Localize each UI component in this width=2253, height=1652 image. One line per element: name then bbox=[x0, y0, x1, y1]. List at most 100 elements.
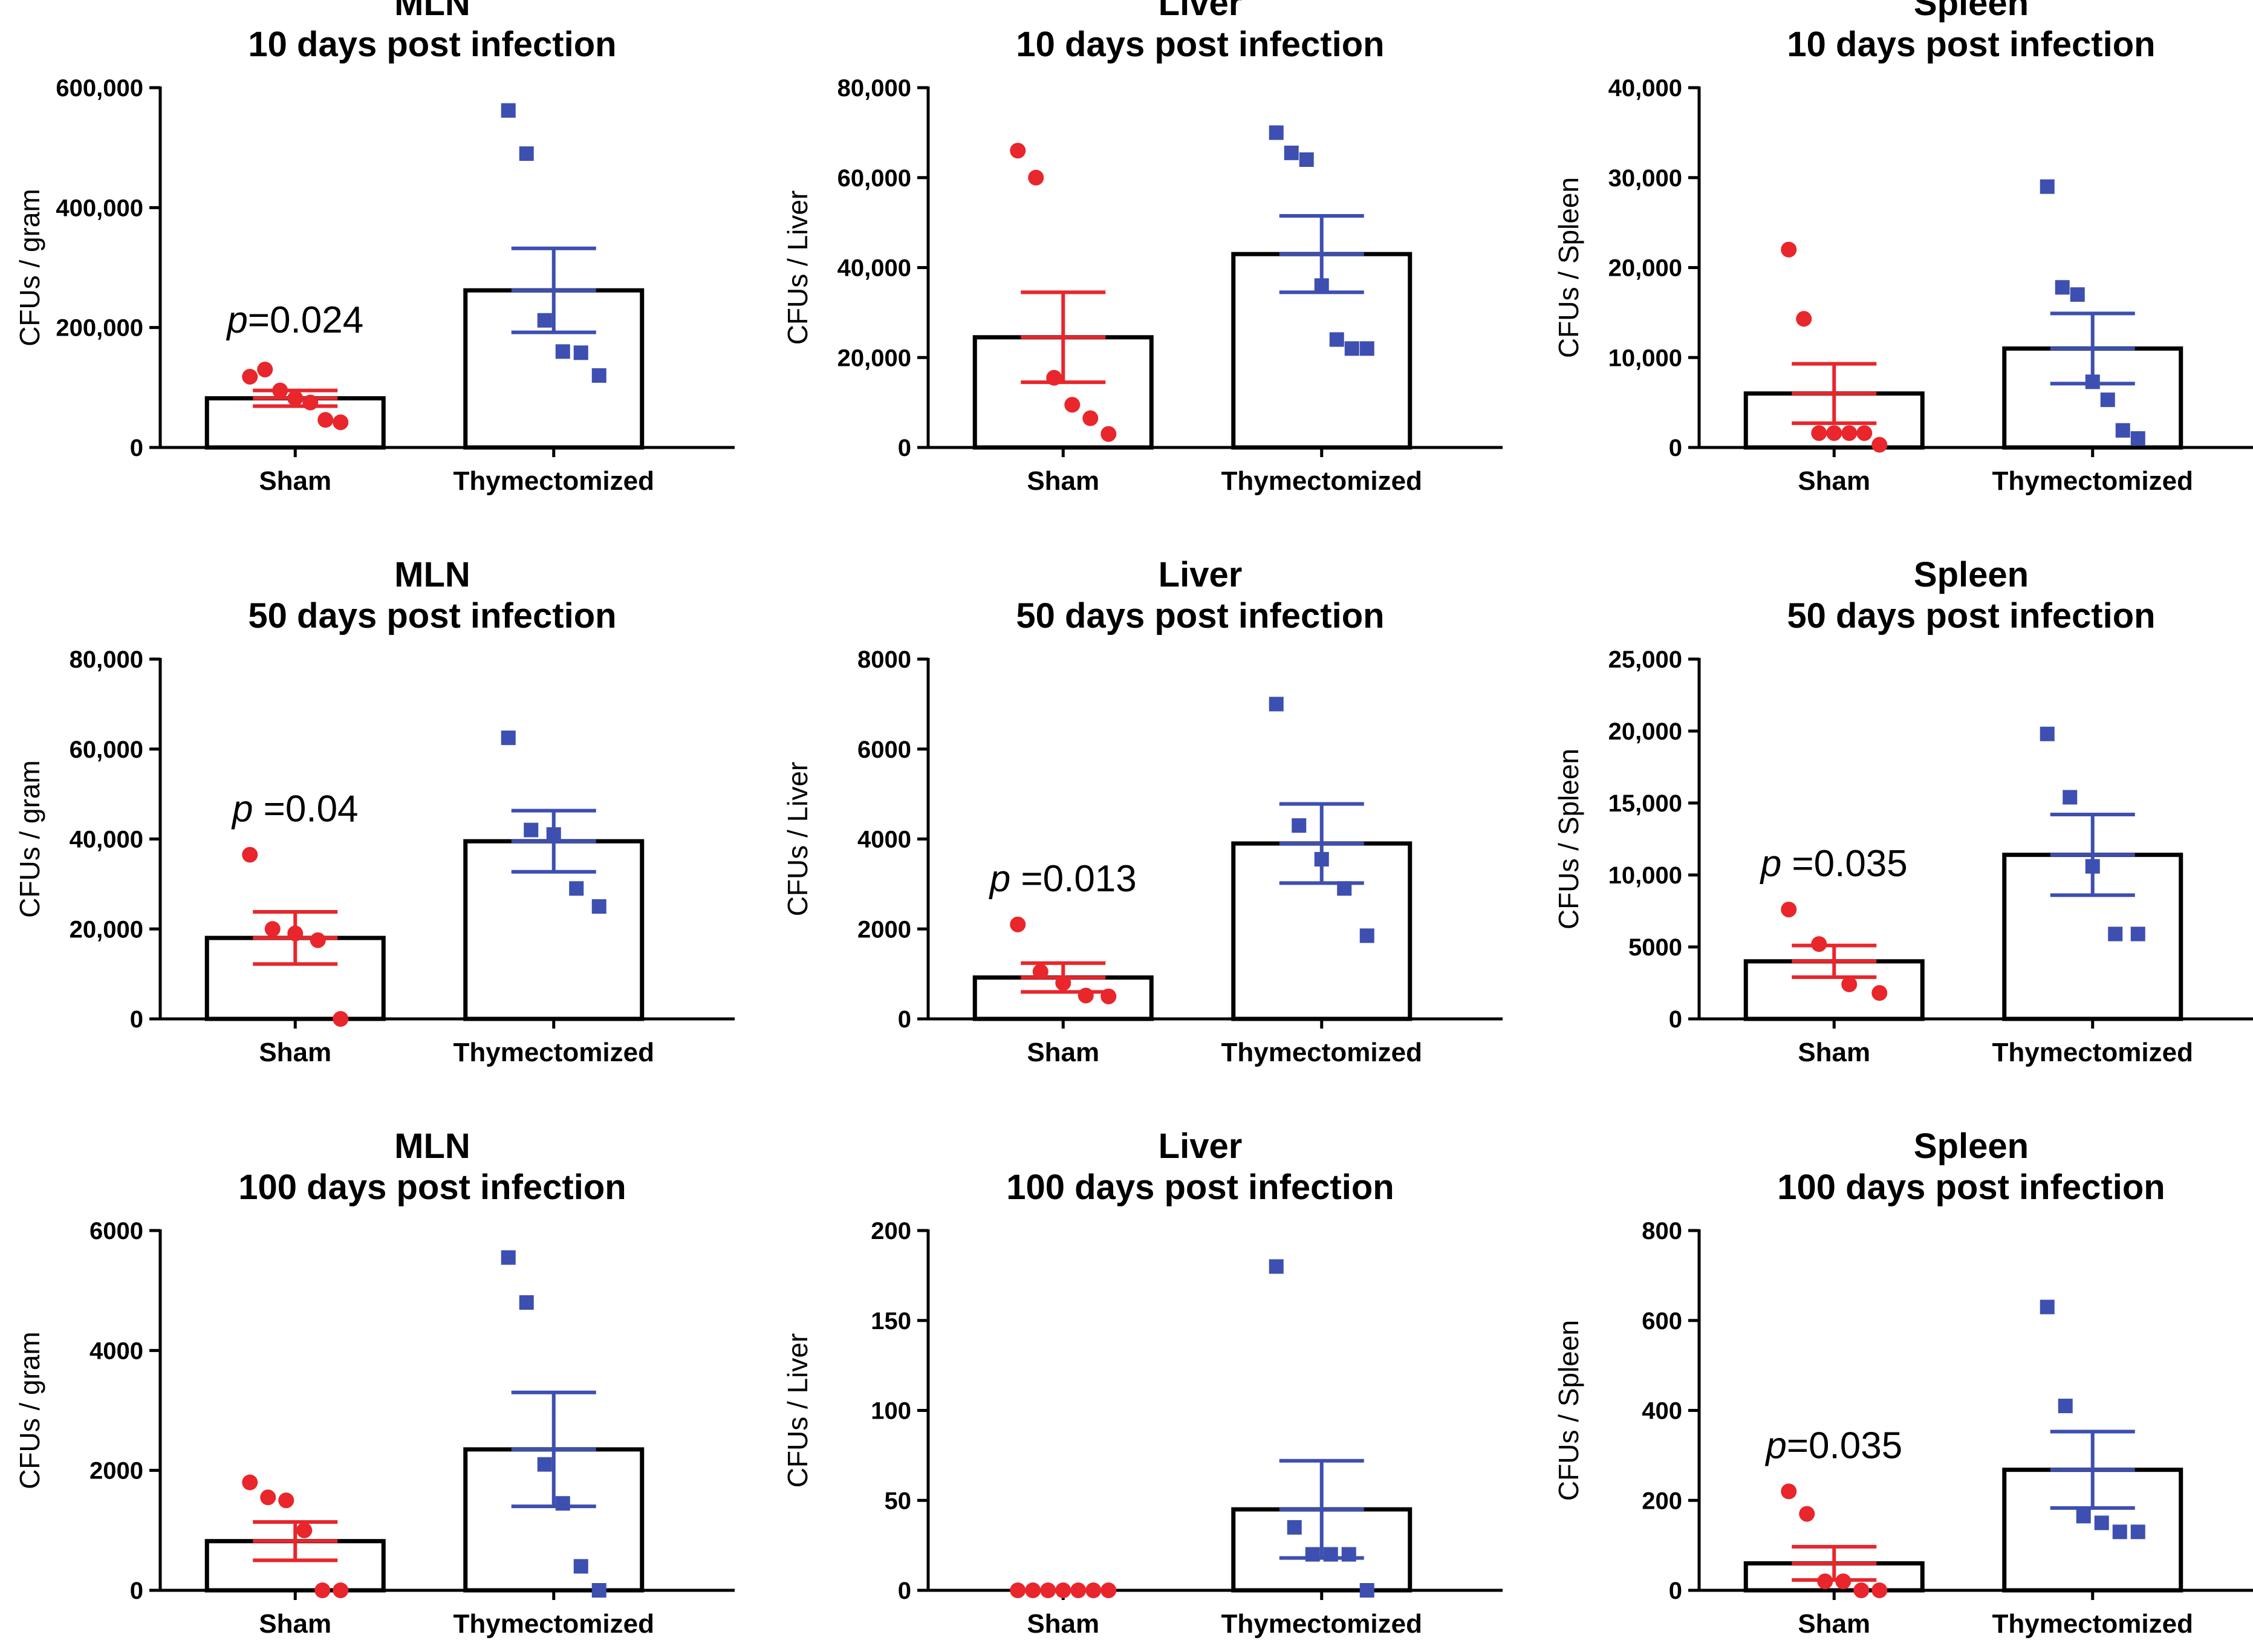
p-value: =0.035 bbox=[1781, 843, 1908, 885]
data-point-thymectomized bbox=[2040, 1299, 2055, 1315]
data-point-sham bbox=[1781, 902, 1797, 918]
data-point-thymectomized bbox=[555, 344, 570, 359]
y-tick-label: 200,000 bbox=[56, 315, 143, 342]
data-point-thymectomized bbox=[2100, 392, 2115, 408]
data-point-sham bbox=[1100, 1582, 1117, 1598]
y-tick-label: 0 bbox=[1669, 1006, 1682, 1033]
y-tick-label: 2000 bbox=[89, 1458, 143, 1485]
data-point-thymectomized bbox=[1299, 152, 1314, 167]
x-tick-label: Sham bbox=[259, 1609, 331, 1639]
data-point-sham bbox=[1078, 987, 1094, 1004]
x-tick-label: Sham bbox=[1798, 1038, 1870, 1067]
y-tick-label: 200 bbox=[871, 1218, 911, 1244]
data-point-sham bbox=[1871, 1582, 1888, 1598]
data-point-sham bbox=[1082, 410, 1099, 426]
x-tick-label: Thymectomized bbox=[1221, 1609, 1422, 1639]
data-point-sham bbox=[1871, 985, 1888, 1001]
data-point-sham bbox=[1841, 425, 1858, 441]
y-tick-label: 0 bbox=[130, 1006, 143, 1033]
x-tick-label: Sham bbox=[1027, 466, 1099, 496]
y-axis-label: CFUs / gram bbox=[14, 189, 45, 346]
data-point-sham bbox=[310, 932, 326, 948]
data-point-thymectomized bbox=[501, 103, 516, 118]
chart-title-line: 50 days post infection bbox=[1787, 596, 2155, 636]
chart-title-line: Liver bbox=[1159, 0, 1243, 23]
chart-title-line: 10 days post infection bbox=[1016, 25, 1384, 64]
data-point-thymectomized bbox=[573, 1559, 588, 1574]
y-axis-label: CFUs / gram bbox=[14, 1332, 45, 1489]
data-point-thymectomized bbox=[1269, 697, 1284, 712]
chart-title-line: MLN bbox=[394, 1127, 470, 1166]
x-tick-label: Sham bbox=[1027, 1038, 1099, 1067]
y-axis-label: CFUs / Spleen bbox=[1553, 1320, 1584, 1501]
x-tick-label: Thymectomized bbox=[1992, 466, 2193, 496]
y-tick-label: 30,000 bbox=[1608, 165, 1682, 192]
data-point-sham bbox=[1064, 397, 1081, 413]
chart-title-line: 50 days post infection bbox=[248, 596, 616, 636]
data-point-thymectomized bbox=[573, 345, 588, 360]
y-tick-label: 10,000 bbox=[1608, 345, 1682, 371]
y-axis-label: CFUs / Liver bbox=[782, 1333, 813, 1488]
data-point-thymectomized bbox=[2058, 1399, 2073, 1414]
y-tick-label: 6000 bbox=[857, 737, 911, 763]
y-tick-label: 100 bbox=[871, 1398, 911, 1425]
chart-title-line: 10 days post infection bbox=[1787, 25, 2155, 64]
y-tick-label: 800 bbox=[1642, 1218, 1682, 1244]
y-tick-label: 0 bbox=[130, 1578, 143, 1604]
data-point-thymectomized bbox=[1344, 341, 1359, 356]
y-tick-label: 8000 bbox=[857, 646, 911, 673]
data-point-sham bbox=[1028, 169, 1044, 186]
y-tick-label: 40,000 bbox=[70, 827, 143, 853]
p-symbol: p bbox=[1760, 843, 1781, 885]
p-value: =0.024 bbox=[248, 299, 363, 341]
x-tick-label: Thymectomized bbox=[1221, 1038, 1422, 1067]
data-point-thymectomized bbox=[1359, 928, 1374, 943]
p-value-annotation: p=0.024 bbox=[226, 299, 363, 341]
chart-title-line: Spleen bbox=[1914, 0, 2029, 23]
y-tick-label: 4000 bbox=[89, 1338, 143, 1364]
y-tick-label: 20,000 bbox=[1608, 255, 1682, 282]
data-point-thymectomized bbox=[1284, 145, 1299, 160]
data-point-thymectomized bbox=[524, 822, 539, 837]
chart-title-line: 50 days post infection bbox=[1016, 596, 1384, 636]
data-point-thymectomized bbox=[2115, 423, 2130, 438]
data-point-sham bbox=[1841, 976, 1858, 992]
data-point-sham bbox=[1032, 963, 1048, 980]
y-tick-label: 80,000 bbox=[837, 75, 911, 102]
y-tick-label: 0 bbox=[898, 435, 911, 461]
y-tick-label: 0 bbox=[130, 435, 143, 461]
y-tick-label: 25,000 bbox=[1608, 646, 1682, 673]
x-tick-label: Sham bbox=[1027, 1609, 1099, 1639]
p-value-annotation: p =0.035 bbox=[1760, 843, 1908, 885]
p-symbol: p bbox=[231, 789, 253, 830]
data-point-thymectomized bbox=[1269, 1259, 1284, 1274]
data-point-sham bbox=[1100, 426, 1117, 442]
y-tick-label: 0 bbox=[1669, 1578, 1682, 1604]
y-tick-label: 20,000 bbox=[837, 345, 911, 371]
p-value-annotation: p=0.035 bbox=[1764, 1425, 1902, 1466]
data-point-thymectomized bbox=[1359, 341, 1374, 356]
data-point-sham bbox=[1796, 311, 1812, 327]
x-tick-label: Thymectomized bbox=[1992, 1038, 2193, 1067]
x-tick-label: Sham bbox=[1798, 1609, 1870, 1639]
y-tick-label: 60,000 bbox=[837, 165, 911, 192]
data-point-thymectomized bbox=[569, 881, 584, 896]
y-tick-label: 400 bbox=[1642, 1398, 1682, 1425]
y-tick-label: 40,000 bbox=[1608, 75, 1682, 102]
x-tick-label: Thymectomized bbox=[453, 1038, 654, 1067]
data-point-sham bbox=[333, 414, 349, 431]
y-tick-label: 4000 bbox=[857, 827, 911, 853]
data-point-thymectomized bbox=[2076, 1509, 2091, 1524]
y-axis-label: CFUs / Liver bbox=[782, 190, 813, 345]
p-value-annotation: p =0.013 bbox=[989, 858, 1137, 900]
data-point-sham bbox=[242, 368, 258, 385]
y-tick-label: 600,000 bbox=[56, 75, 143, 102]
y-tick-label: 5000 bbox=[1628, 934, 1682, 961]
data-point-thymectomized bbox=[2040, 726, 2055, 741]
y-tick-label: 10,000 bbox=[1608, 862, 1682, 889]
chart-title-line: Spleen bbox=[1914, 1127, 2029, 1166]
